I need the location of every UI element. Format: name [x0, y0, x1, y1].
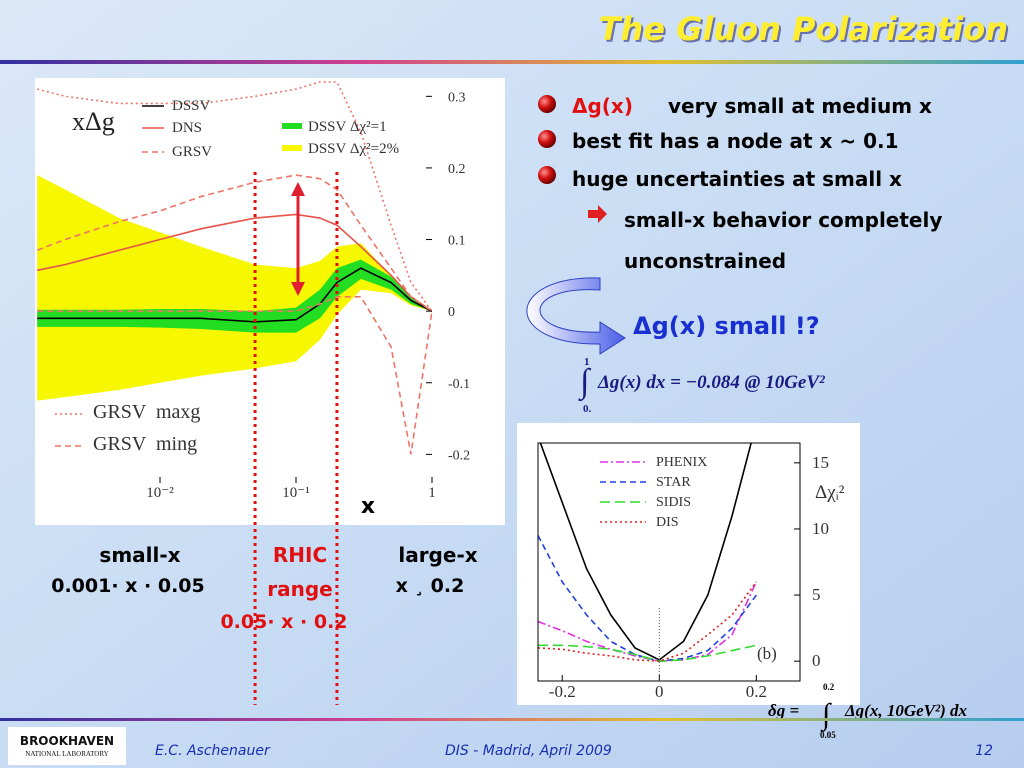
bullet-text: very small at medium x [668, 94, 932, 118]
bullet [538, 166, 556, 184]
annotation: xΔg [72, 107, 115, 136]
series-line [37, 81, 432, 312]
region-label: range [267, 577, 332, 601]
y-tick-label: 0.2 [448, 162, 466, 177]
integral-upper: 1 [584, 356, 590, 368]
series-line [538, 644, 757, 662]
region-range: 0.001· x · 0.05 [51, 575, 205, 597]
sub-bullet-text: unconstrained [624, 249, 786, 273]
conclusion: Δg(x) small !? [633, 312, 820, 340]
formula-expression: Δg(x, 10GeV²) dx [844, 701, 967, 720]
series-line [37, 296, 432, 455]
series-line [539, 443, 752, 661]
bullet [538, 95, 556, 113]
footer-author: E.C. Aschenauer [155, 743, 271, 759]
legend-swatch [282, 145, 302, 151]
logo-box [8, 727, 126, 765]
y-tick-label: -0.2 [448, 448, 470, 463]
bullet-text: best fit has a node at x ~ 0.1 [572, 129, 899, 153]
region-label: large-x [398, 543, 477, 567]
title-shadow: The Gluon Polarization [601, 12, 1010, 50]
legend-label: STAR [656, 475, 691, 490]
logo-sub: NATIONAL LABORATORY [25, 750, 108, 758]
bullet [538, 130, 556, 148]
annotation: (b) [757, 644, 777, 663]
x-tick-label: -0.2 [549, 682, 576, 701]
logo: BROOKHAVEN [20, 734, 114, 748]
y-tick-label: 0 [812, 651, 821, 670]
x-tick-label: 0 [655, 682, 664, 701]
integral-lower: 0. [583, 403, 592, 415]
legend-label: DSSV Δχ²=2% [308, 141, 399, 157]
chart: 0.3 0.2 0.1 0 -0.1 -0.2 10⁻² 10⁻¹ 1 xΔg x DSSV DNS GR… [37, 81, 470, 705]
integral-expression: Δg(x) dx = −0.084 @ 10GeV² [597, 372, 826, 393]
region-range: 0.05· x · 0.2 [220, 611, 347, 633]
legend-label: DIS [656, 515, 679, 530]
integral-lower: 0.05 [820, 730, 836, 740]
chart-frame [517, 423, 860, 705]
series-line [538, 581, 757, 662]
plot-area [37, 81, 432, 455]
y-axis-label: Δχᵢ² [815, 482, 845, 503]
arrow-head [291, 182, 305, 296]
integral-sign: ∫ [578, 363, 592, 402]
sub-bullet-text: small-x behavior completely [624, 208, 942, 232]
region-label: small-x [99, 543, 180, 567]
title-rule [0, 60, 1024, 64]
chart: 15 10 5 0 -0.2 0 0.2 (b) Δχᵢ² PHENIX STAR SIDIS DIS [537, 442, 845, 701]
formula-lhs: δg = [768, 701, 799, 720]
y-tick-label: 5 [812, 585, 821, 604]
y-tick-label: 10 [812, 519, 829, 538]
curved-arrow [526, 277, 626, 355]
legend-label: GRSV ming [93, 433, 197, 455]
x-tick-label: 1 [428, 485, 436, 501]
footer-event: DIS - Madrid, April 2009 [445, 743, 612, 759]
plot-frame [537, 442, 801, 682]
band [37, 175, 432, 401]
legend-label: DSSV [172, 98, 211, 114]
series-line [37, 213, 432, 312]
legend-label: DSSV Δχ²=1 [308, 119, 387, 135]
legend-label: GRSV maxg [93, 401, 200, 423]
x-axis-label: x [361, 494, 375, 519]
y-tick-label: 0.3 [448, 90, 466, 105]
page-number: 12 [975, 743, 993, 759]
band [37, 259, 432, 333]
legend-label: SIDIS [656, 495, 691, 510]
bullet-text: huge uncertainties at small x [572, 167, 902, 191]
x-tick-label: 0.2 [746, 682, 767, 701]
legend-label: DNS [172, 120, 202, 136]
bullet-lead: Δg(x) [572, 94, 633, 118]
integral-upper: 0.2 [823, 682, 835, 692]
series-line [37, 267, 432, 323]
title: The Gluon Polarization [599, 10, 1008, 48]
legend-swatch [282, 123, 302, 129]
footer-rule [0, 718, 1024, 721]
y-tick-label: 15 [812, 453, 829, 472]
y-tick-label: 0.1 [448, 234, 466, 249]
y-tick-label: -0.1 [448, 377, 470, 392]
x-tick-label: 10⁻² [146, 485, 174, 501]
legend-label: PHENIX [656, 455, 707, 470]
y-tick-label: 0 [448, 305, 455, 320]
series-line [538, 535, 757, 662]
integral-sign: ∫ [820, 698, 832, 733]
sub-bullet [588, 205, 607, 223]
region-range: x ¸ 0.2 [396, 575, 465, 597]
x-tick-label: 10⁻¹ [282, 485, 309, 501]
plot-area [538, 443, 758, 662]
region-label: RHIC [273, 543, 327, 567]
legend-label: GRSV [172, 144, 212, 160]
